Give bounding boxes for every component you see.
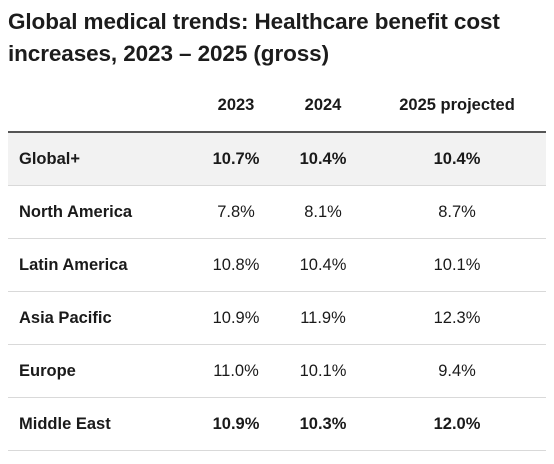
chart-title: Global medical trends: Healthcare benefi… [8, 9, 500, 66]
value-cell-2023: 11.0% [194, 344, 278, 398]
region-label: Europe [8, 344, 194, 398]
value-cell-2024: 10.4% [278, 132, 368, 186]
table-row: Latin America 10.8% 10.4% 10.1% [8, 238, 546, 292]
value-cell-2025-projected: 10.4% [368, 132, 546, 186]
table-row: Asia Pacific 10.9% 11.9% 12.3% [8, 291, 546, 345]
header-2025-projected: 2025 projected [368, 79, 546, 133]
value-cell-2023: 10.9% [194, 291, 278, 345]
value-cell-2025-projected: 12.0% [368, 397, 546, 451]
region-label: Middle East [8, 397, 194, 451]
value-cell-2025-projected: 9.4% [368, 344, 546, 398]
value-cell-2023: 10.7% [194, 132, 278, 186]
region-label: Asia Pacific [8, 291, 194, 345]
table-row: Europe 11.0% 10.1% 9.4% [8, 344, 546, 398]
table-row: Global+ 10.7% 10.4% 10.4% [8, 132, 546, 186]
region-label: North America [8, 185, 194, 239]
value-cell-2023: 7.8% [194, 185, 278, 239]
region-label: Latin America [8, 238, 194, 292]
cost-trend-table: 2023 2024 2025 projected Global+ 10.7% 10.… [8, 79, 546, 451]
header-region [8, 79, 194, 133]
region-label: Global+ [8, 132, 194, 186]
header-row: 2023 2024 2025 projected [8, 79, 546, 133]
value-cell-2025-projected: 10.1% [368, 238, 546, 292]
table-body: Global+ 10.7% 10.4% 10.4% North America 7.8% 8… [8, 132, 546, 451]
value-cell-2025-projected: 12.3% [368, 291, 546, 345]
table-row: North America 7.8% 8.1% 8.7% [8, 185, 546, 239]
value-cell-2024: 11.9% [278, 291, 368, 345]
value-cell-2023: 10.9% [194, 397, 278, 451]
value-cell-2023: 10.8% [194, 238, 278, 292]
value-cell-2025-projected: 8.7% [368, 185, 546, 239]
value-cell-2024: 10.4% [278, 238, 368, 292]
value-cell-2024: 10.3% [278, 397, 368, 451]
table-row: Middle East 10.9% 10.3% 12.0% [8, 397, 546, 451]
value-cell-2024: 8.1% [278, 185, 368, 239]
header-2024: 2024 [278, 79, 368, 133]
value-cell-2024: 10.1% [278, 344, 368, 398]
header-2023: 2023 [194, 79, 278, 133]
